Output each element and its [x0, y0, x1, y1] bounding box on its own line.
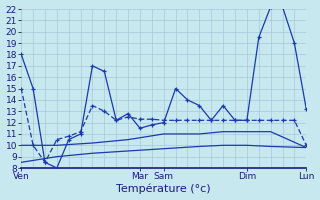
X-axis label: Température (°c): Température (°c): [116, 184, 211, 194]
